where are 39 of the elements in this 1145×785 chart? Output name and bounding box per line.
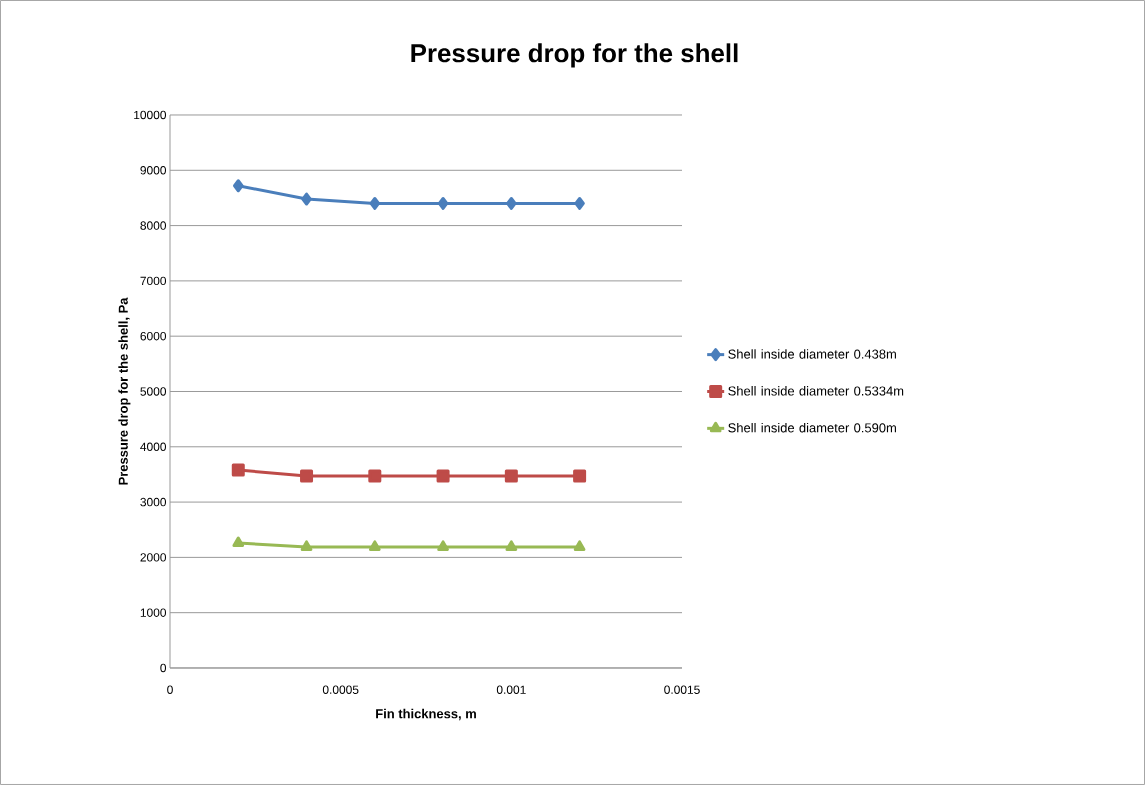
point (232, 536, 245, 548)
legend-label: Shell inside diameter 0.438m (728, 349, 896, 359)
point (368, 469, 382, 483)
y-tick-label: 1000 (140, 608, 167, 617)
point (437, 196, 449, 210)
point (301, 192, 312, 206)
y-tick-label: 6000 (140, 331, 167, 341)
y-tick-label: 9000 (140, 166, 167, 175)
y-tick-label: 7000 (140, 276, 167, 286)
legend-label: Shell inside diameter 0.5334m (728, 386, 904, 396)
x-tick-label: 0.001 (496, 685, 526, 694)
y-tick-label: 8000 (140, 221, 167, 230)
legend-label: Shell inside diameter 0.590m (728, 422, 896, 433)
point (574, 196, 585, 210)
x-tick-label: 0.0005 (322, 685, 359, 694)
point (233, 179, 244, 193)
point (300, 469, 314, 483)
point (506, 196, 517, 210)
x-axis-title: Fin thickness, m (376, 708, 476, 721)
chart-title: Pressure drop for the shell (411, 43, 738, 68)
point (231, 463, 245, 477)
point (573, 540, 586, 551)
point (368, 540, 381, 551)
y-tick-label: 2000 (140, 553, 167, 562)
point (504, 469, 518, 483)
point (437, 540, 449, 551)
point (436, 469, 450, 483)
y-axis-title: Pressure drop for the shell, Pa (118, 297, 131, 485)
y-tick-label: 4000 (140, 442, 167, 452)
point (573, 469, 587, 483)
point (505, 540, 518, 551)
x-tick-label: 0 (167, 685, 173, 694)
y-tick-label: 0 (160, 663, 167, 673)
point (369, 196, 381, 210)
y-tick-label: 10000 (134, 110, 167, 120)
y-tick-label: 5000 (140, 387, 167, 396)
point (300, 540, 313, 551)
y-tick-label: 3000 (140, 497, 167, 507)
x-tick-label: 0.0015 (664, 685, 700, 694)
